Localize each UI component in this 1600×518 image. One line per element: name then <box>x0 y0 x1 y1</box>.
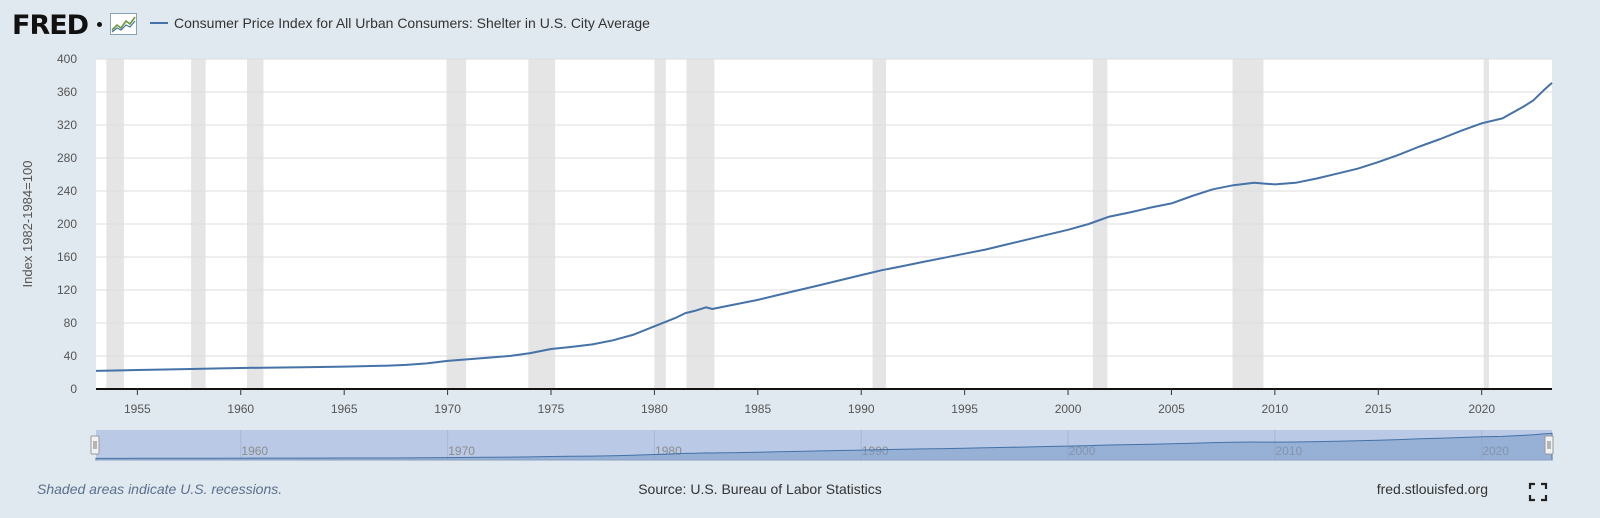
fullscreen-icon[interactable] <box>1528 482 1548 502</box>
x-tick-label: 2020 <box>1468 402 1495 416</box>
y-tick-label: 0 <box>70 382 77 396</box>
cpi-shelter-line <box>95 82 1553 372</box>
series-title: Consumer Price Index for All Urban Consu… <box>174 15 650 31</box>
navigator-tick-label: 1970 <box>448 444 475 458</box>
navigator-series-area <box>95 432 1553 461</box>
navigator-left-handle[interactable] <box>90 435 100 455</box>
x-tick-label: 1995 <box>951 402 978 416</box>
x-tick-label: 2015 <box>1365 402 1392 416</box>
legend-entry: Consumer Price Index for All Urban Consu… <box>150 15 650 31</box>
y-tick-label: 120 <box>57 283 77 297</box>
y-tick-label: 200 <box>57 217 77 231</box>
navigator-right-handle[interactable] <box>1544 435 1554 455</box>
y-gridlines <box>96 58 1552 357</box>
y-tick-label: 400 <box>57 52 77 66</box>
source-text: Source: U.S. Bureau of Labor Statistics <box>638 481 882 497</box>
y-tick-label: 160 <box>57 250 77 264</box>
x-tick-label: 1990 <box>848 402 875 416</box>
x-tick-label: 1975 <box>538 402 565 416</box>
logo-dot <box>97 22 102 27</box>
x-tick-label: 1985 <box>744 402 771 416</box>
site-link[interactable]: fred.stlouisfed.org <box>1376 481 1488 497</box>
x-tick-label: 2005 <box>1158 402 1185 416</box>
x-tick-label: 1970 <box>434 402 461 416</box>
x-axis-ticks: 1955 1960 1965 1970 1975 1980 1985 1990 1995 2000… <box>124 389 1495 416</box>
y-tick-label: 360 <box>57 85 77 99</box>
y-axis-ticks: 0 40 80 120 160 200 240 280 320 360 400 <box>57 52 77 396</box>
x-tick-label: 2010 <box>1262 402 1289 416</box>
x-tick-label: 1960 <box>227 402 254 416</box>
x-tick-label: 2000 <box>1055 402 1082 416</box>
navigator-tick-label: 1960 <box>241 444 268 458</box>
recession-note: Shaded areas indicate U.S. recessions. <box>37 481 283 497</box>
y-tick-label: 40 <box>64 349 78 363</box>
range-navigator[interactable]: 1960197019801990200020102020 <box>90 430 1554 461</box>
fred-logo-text: FRED <box>12 10 89 41</box>
legend-swatch <box>150 22 168 24</box>
x-tick-label: 1955 <box>124 402 151 416</box>
y-tick-label: 240 <box>57 184 77 198</box>
y-axis-label: Index 1982-1984=100 <box>20 161 35 288</box>
y-tick-label: 80 <box>64 316 78 330</box>
x-tick-label: 1980 <box>641 402 668 416</box>
y-tick-label: 320 <box>57 118 77 132</box>
fred-logo[interactable]: FRED <box>12 10 89 42</box>
y-tick-label: 280 <box>57 151 77 165</box>
line-graph-icon <box>110 13 137 35</box>
x-tick-label: 1965 <box>331 402 358 416</box>
series-layer <box>95 82 1553 372</box>
